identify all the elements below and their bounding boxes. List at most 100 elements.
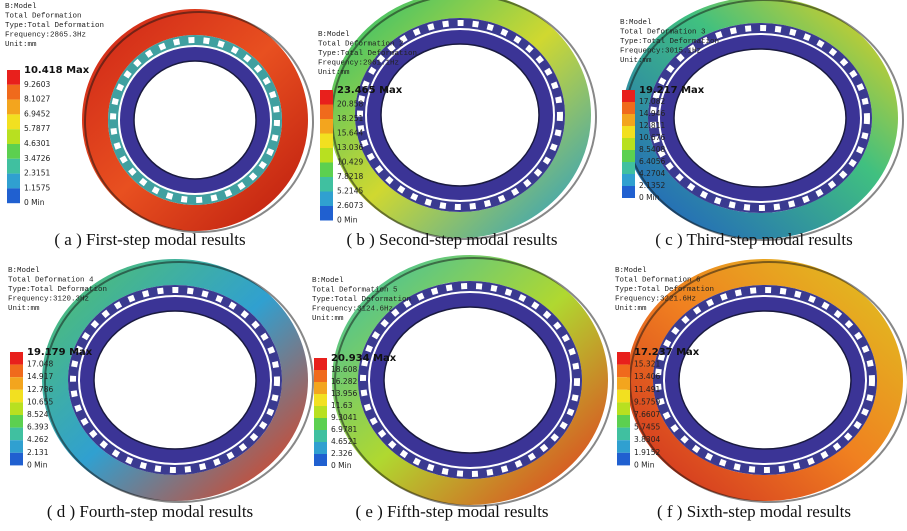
legend-label: 0 Min [337,216,358,225]
legend-swatch [617,415,630,428]
legend-swatch [314,370,327,382]
panel: B:ModelTotal Deformation 6Type:Total Def… [615,262,907,521]
legend-label: 3.8304 [634,435,660,444]
legend-label: 9.2603 [24,80,50,89]
legend-label: 19.217 Max [639,85,705,96]
legend-swatch [314,358,327,370]
figure: B:ModelTotal DeformationType:Total Defor… [0,0,907,531]
header-line: B:Model [312,277,344,285]
legend-label: 19.179 Max [27,347,93,358]
header-line: Type:Total Deformation [312,296,411,304]
legend-label: 0 Min [24,198,45,207]
legend-label: 9.5759 [634,397,660,406]
legend-swatch [320,119,333,134]
caption: ( a ) First-step modal results [54,230,245,249]
inner-ring [667,42,853,194]
header-line: Frequency:3221.6Hz [615,296,696,304]
legend-label: 2.326 [331,449,353,458]
legend-label: 10.418 Max [24,65,90,76]
legend-label: 2.3151 [24,169,50,178]
legend-swatch [320,192,333,207]
header-line: Type:Total Deformation [620,38,719,46]
legend-label: 12.811 [639,121,665,130]
header-line: Total Deformation 5 [312,287,398,295]
header-line: Total Deformation 3 [620,29,706,37]
legend-swatch [622,90,635,102]
legend-swatch [622,102,635,114]
legend-label: 4.262 [27,435,49,444]
legend-label: 16.282 [331,377,357,386]
legend-label: 20.934 Max [331,353,397,364]
legend-swatch [10,415,23,428]
header-line: Unit:mm [5,41,37,49]
legend-label: 6.393 [27,423,49,432]
legend-label: 15.644 [337,129,363,138]
legend-swatch [320,177,333,192]
legend-swatch [622,114,635,126]
legend-swatch [7,100,20,115]
header-line: Frequency:2865.3Hz [5,32,86,40]
legend-label: 15.321 [634,360,660,369]
legend-label: 9.3041 [331,413,357,422]
legend-swatch [10,440,23,453]
legend-label: 0 Min [639,193,660,202]
header-line: Total Deformation 4 [8,277,94,285]
legend-label: 13.036 [337,143,363,152]
inner-edge [134,61,256,179]
legend-label: 6.9781 [331,425,357,434]
legend-swatch [314,442,327,454]
header-line: Unit:mm [620,57,652,65]
legend-swatch [7,70,20,85]
legend-swatch [622,126,635,138]
legend-label: 2.6073 [337,201,363,210]
legend-label: 0 Min [331,461,352,470]
legend-swatch [320,134,333,149]
legend-label: 18.608 [331,365,357,374]
legend-swatch [320,206,333,221]
header-line: Type:Total Deformation [8,286,107,294]
legend-swatch [314,406,327,418]
header-line: B:Model [620,19,652,27]
legend-label: 13.406 [634,372,660,381]
legend-label: 0 Min [27,460,48,469]
header-line: Total Deformation 6 [615,277,701,285]
inner-ring [672,304,858,456]
inner-ring [377,300,563,460]
legend-label: 7.6607 [634,410,660,419]
header-line: Unit:mm [318,69,350,77]
legend-label: 4.2704 [639,169,665,178]
legend-label: 4.6521 [331,437,357,446]
header-line: B:Model [615,267,647,275]
legend-swatch [622,150,635,162]
legend-swatch [7,188,20,203]
legend-label: 8.5408 [639,145,665,154]
legend-swatch [10,390,23,403]
inner-edge [94,311,256,449]
header-line: Total Deformation 2 [318,41,404,49]
legend-swatch [314,430,327,442]
legend-label: 14.946 [639,109,665,118]
legend-label: 8.524 [27,410,49,419]
legend-swatch [617,402,630,415]
legend-swatch [320,148,333,163]
legend-swatch [7,174,20,189]
legend-swatch [10,365,23,378]
legend-swatch [617,377,630,390]
legend-swatch [622,162,635,174]
legend-label: 6.9452 [24,109,50,118]
legend-label: 18.251 [337,114,363,123]
legend-swatch [617,440,630,453]
legend-swatch [7,129,20,144]
inner-ring [374,37,546,193]
legend-swatch [314,454,327,466]
legend-label: 20.858 [337,100,363,109]
header-line: Frequency:3124.6Hz [312,306,393,314]
legend-label: 5.7877 [24,124,50,133]
legend-swatch [622,138,635,150]
legend-label: 13.956 [331,389,357,398]
legend-label: 0 Min [634,460,655,469]
legend-swatch [617,352,630,365]
legend-swatch [314,394,327,406]
